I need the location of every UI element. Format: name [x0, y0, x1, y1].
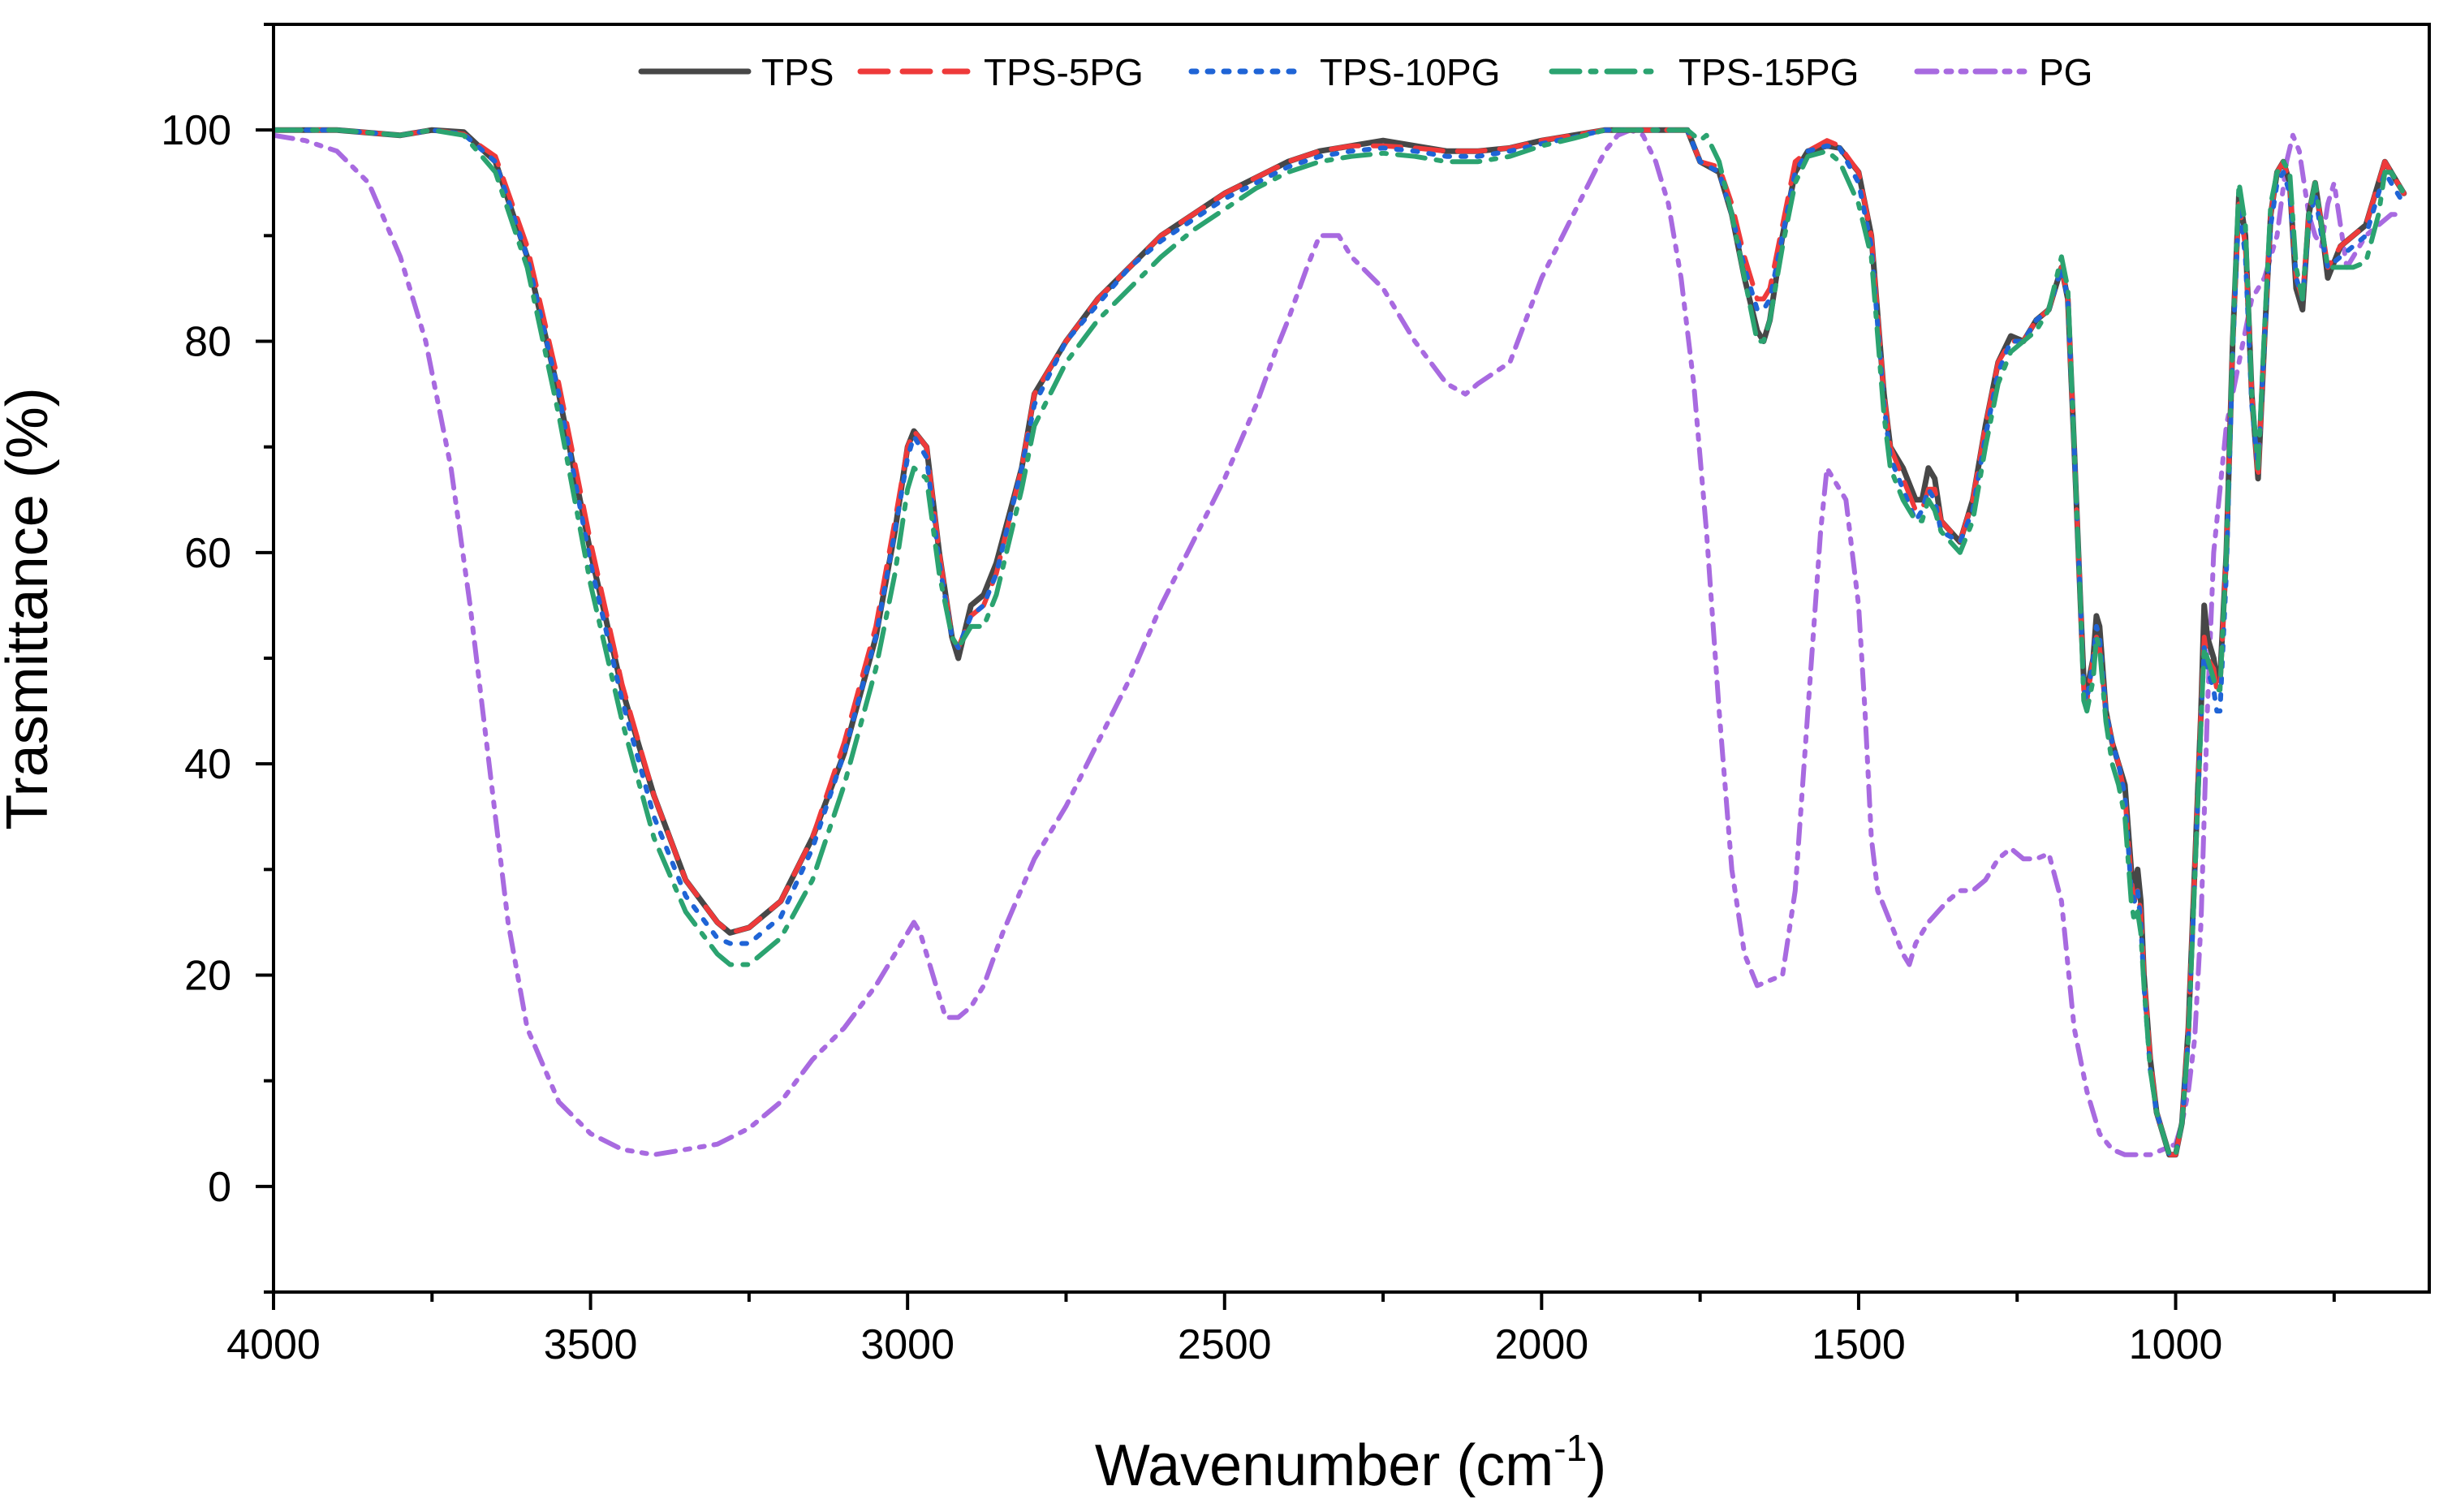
x-axis-title-superscript: -1 [1553, 1427, 1587, 1469]
series-layer [274, 127, 2407, 1158]
series-line-tps-15pg [274, 127, 2407, 1157]
x-tick-label: 3000 [860, 1321, 954, 1368]
y-tick-label: 40 [184, 741, 231, 788]
x-axis-title-text: Wavenumber (cm [1095, 1433, 1553, 1498]
y-tick-label: 80 [184, 319, 231, 366]
legend: TPS TPS-5PG TPS-10PG TPS-15PG PG [638, 51, 2092, 93]
legend-label-tps-10pg: TPS-10PG [1320, 51, 1500, 93]
x-tick-label: 1000 [2129, 1321, 2223, 1368]
y-axis-title: Trasmittance (%) [0, 387, 60, 829]
x-tick-label: 3500 [544, 1321, 638, 1368]
x-tick-label: 4000 [226, 1321, 321, 1368]
legend-label-tps-15pg: TPS-15PG [1678, 51, 1859, 93]
y-tick-label: 60 [184, 530, 231, 577]
x-tick-label: 2000 [1495, 1321, 1589, 1368]
y-tick-label: 100 [161, 107, 231, 154]
x-tick-label: 2500 [1178, 1321, 1272, 1368]
axes-layer: 4000 3500 3000 2500 2000 1500 1000 0 20 40 60 80 100 [161, 23, 2431, 1368]
x-axis-title: Wavenumber (cm-1) [1095, 1427, 1606, 1498]
legend-label-pg: PG [2039, 51, 2092, 93]
series-line-pg [274, 127, 2407, 1157]
y-tick-label: 20 [184, 953, 231, 1000]
legend-label-tps: TPS [761, 51, 834, 93]
x-tick-label: 1500 [1812, 1321, 1906, 1368]
y-tick-label: 0 [208, 1164, 231, 1211]
x-axis-title-end: ) [1587, 1433, 1606, 1498]
legend-label-tps-5pg: TPS-5PG [984, 51, 1144, 93]
